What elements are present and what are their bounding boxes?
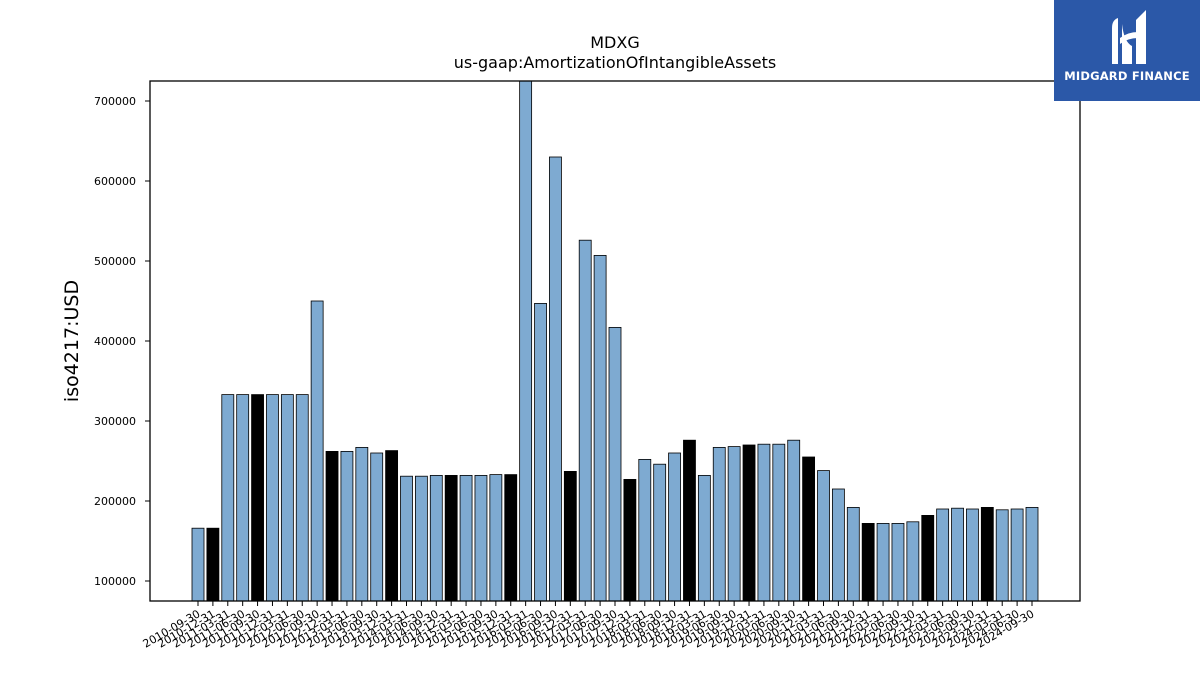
- bar-2021-06-30: [831, 488, 845, 602]
- bar-2024-03-31: [995, 509, 1009, 602]
- bar-2018-03-31: [638, 458, 652, 602]
- brand-name: MIDGARD FINANCE: [1064, 69, 1190, 83]
- bar-2017-09-30: [608, 326, 622, 602]
- bar-2015-03-31: [459, 474, 473, 602]
- bar-2018-06-30: [653, 463, 667, 602]
- bar-2022-09-30: [906, 521, 920, 602]
- bar-2019-12-31: [742, 444, 756, 602]
- bar-2011-06-30: [236, 394, 250, 602]
- bar-2017-06-30: [593, 254, 607, 602]
- bar-2014-03-31: [400, 475, 413, 602]
- bar-2012-09-30: [310, 300, 324, 602]
- y-axis-label: iso4217:USD: [61, 280, 83, 402]
- bar-2020-06-30: [772, 443, 786, 602]
- bar-2014-09-30: [429, 474, 443, 602]
- bar-2013-12-31: [385, 450, 399, 602]
- bar-2020-03-31: [757, 443, 771, 602]
- bar-2017-12-31: [623, 478, 637, 602]
- bar-2023-09-30: [966, 508, 979, 602]
- bar-2016-09-30: [549, 156, 562, 602]
- bar-2016-12-31: [563, 470, 577, 602]
- bar-2013-06-30: [355, 446, 369, 602]
- bar-2019-06-30: [712, 446, 726, 602]
- bar-2014-06-30: [414, 475, 428, 602]
- y-tick-label: 600000: [94, 175, 136, 188]
- bar-2014-12-31: [444, 474, 458, 602]
- bars-layer: [191, 80, 1039, 602]
- bar-2012-12-31: [325, 450, 339, 602]
- bar-2015-12-31: [504, 474, 518, 602]
- bar-2016-06-30: [534, 302, 547, 602]
- y-tick-label: 400000: [94, 335, 136, 348]
- bar-2015-09-30: [489, 474, 503, 602]
- bar-2021-09-30: [846, 506, 860, 602]
- y-tick-label: 100000: [94, 575, 136, 588]
- bar-2018-12-31: [683, 439, 696, 602]
- bar-2011-12-31: [266, 394, 279, 602]
- bar-2010-09-30: [191, 527, 205, 602]
- plot-frame: [149, 80, 1081, 602]
- x-axis: 2010-09-302010-12-312011-03-312011-06-30…: [141, 601, 1037, 651]
- y-tick-label: 500000: [94, 255, 136, 268]
- bar-2013-09-30: [370, 452, 384, 602]
- bar-2012-03-31: [280, 394, 294, 602]
- bar-2021-03-31: [817, 470, 830, 602]
- bar-2022-12-31: [921, 515, 935, 602]
- bar-2016-03-31: [519, 80, 533, 602]
- bar-2020-09-30: [787, 439, 801, 602]
- brand-logo: MIDGARD FINANCE: [1054, 0, 1200, 101]
- bar-2010-12-31: [206, 527, 220, 602]
- bar-2023-06-30: [951, 507, 964, 602]
- bar-2024-09-30: [1025, 506, 1039, 602]
- bar-2024-06-30: [1010, 508, 1024, 602]
- bar-2023-03-31: [936, 508, 950, 602]
- y-axis: 100000 200000 300000 400000 500000 600000 7000…: [94, 95, 150, 588]
- bar-2018-09-30: [668, 452, 681, 602]
- bar-2020-12-31: [802, 456, 816, 602]
- bar-2022-06-30: [891, 523, 905, 602]
- y-tick-label: 700000: [94, 95, 136, 108]
- bar-2011-03-31: [221, 394, 235, 602]
- bar-2015-06-30: [474, 474, 488, 602]
- bar-2022-03-31: [876, 523, 890, 602]
- bar-2019-03-31: [697, 474, 711, 602]
- chart-subtitle: us-gaap:AmortizationOfIntangibleAssets: [454, 53, 776, 72]
- bar-2012-06-30: [295, 394, 309, 602]
- y-tick-label: 200000: [94, 495, 136, 508]
- midgard-logo-icon: [1112, 10, 1146, 64]
- y-tick-label: 300000: [94, 415, 136, 428]
- bar-2021-12-31: [861, 523, 875, 602]
- bar-2013-03-31: [340, 450, 354, 602]
- chart-title: MDXG: [590, 33, 639, 52]
- bar-2019-09-30: [727, 446, 741, 602]
- bar-2011-09-30: [251, 394, 264, 602]
- bar-2017-03-31: [578, 239, 592, 602]
- bar-2023-12-31: [980, 506, 994, 602]
